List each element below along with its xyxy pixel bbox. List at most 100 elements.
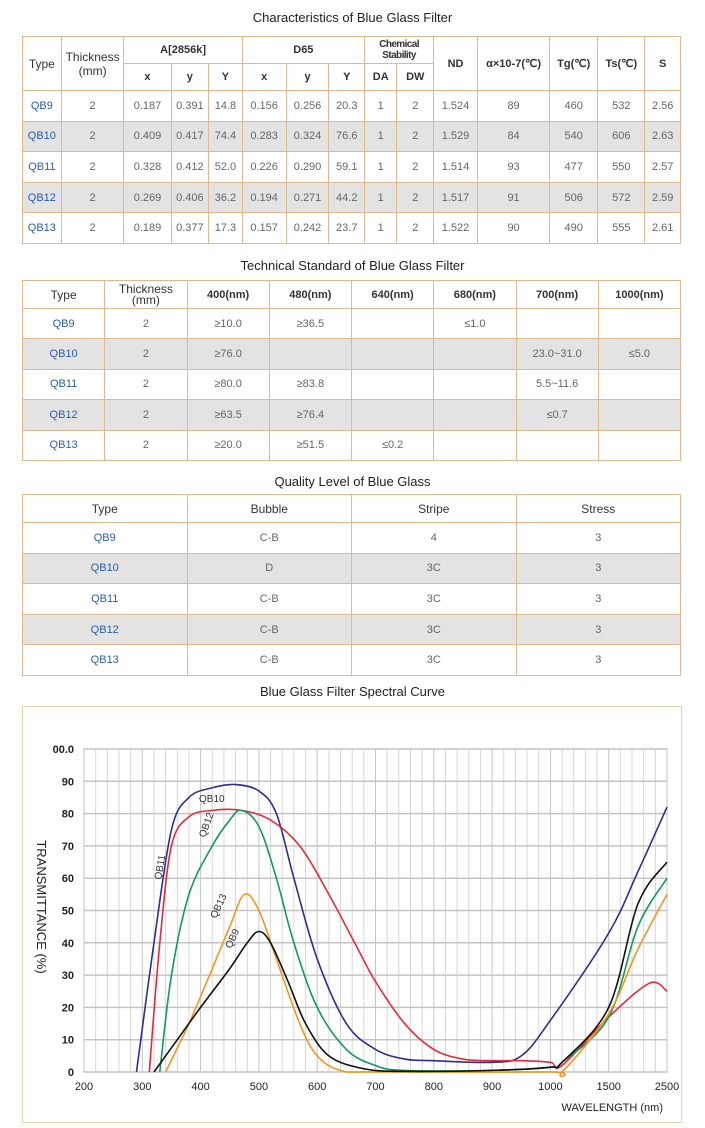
series-line-qb13 bbox=[164, 893, 668, 1078]
x-tick-label: 900 bbox=[483, 1081, 501, 1093]
table-row: QB9 2 0.187 0.391 14.8 0.156 0.256 20.3 1 2 1.524 8… bbox=[22, 90, 681, 122]
table-row: QB11 2 ≥80.0 ≥83.8 5.5~11.6 bbox=[21, 368, 682, 401]
table-cell bbox=[515, 429, 599, 462]
table-cell: 1.524 bbox=[433, 90, 478, 122]
table-cell: ≥36.5 bbox=[268, 307, 353, 340]
table-cell: 84 bbox=[476, 120, 551, 153]
table-cell: C-B bbox=[186, 583, 352, 615]
table-cell: 2 bbox=[396, 120, 435, 153]
header-s: S bbox=[644, 36, 681, 91]
table-cell: ≤0.2 bbox=[350, 429, 435, 462]
characteristics-title: Characteristics of Blue Glass Filter bbox=[252, 10, 453, 25]
table-cell: 3C bbox=[351, 583, 517, 615]
header-d65-Y: Y bbox=[328, 63, 366, 91]
header-cell: Type bbox=[22, 494, 188, 523]
table-cell: 2.59 bbox=[644, 181, 681, 214]
table-cell: 0.187 bbox=[123, 90, 172, 122]
table-cell: 0.157 bbox=[241, 212, 287, 244]
table-cell: 1.514 bbox=[433, 151, 478, 183]
header-cell: Stripe bbox=[351, 494, 517, 523]
table-cell bbox=[433, 368, 517, 401]
table-cell: 3C bbox=[351, 552, 517, 585]
table-cell: 14.8 bbox=[208, 90, 243, 122]
table-cell: 0.412 bbox=[170, 151, 210, 183]
type-link[interactable]: QB10 bbox=[21, 338, 106, 370]
type-link[interactable]: QB12 bbox=[22, 181, 62, 214]
x-axis-label: WAVELENGTH (nm) bbox=[562, 1102, 663, 1114]
table-cell: 477 bbox=[549, 151, 599, 183]
table-cell bbox=[433, 338, 517, 370]
table-cell: C-B bbox=[186, 613, 352, 646]
table-cell: 1 bbox=[364, 90, 398, 122]
table-cell: C-B bbox=[186, 522, 352, 554]
spectral-chart: 200 300 400 500 600 700 800 900 1000 1500 2500 0 10 2… bbox=[22, 706, 682, 1123]
type-link[interactable]: QB10 bbox=[22, 120, 62, 153]
table-cell bbox=[350, 338, 435, 370]
table-row: QB10 D 3C 3 bbox=[22, 552, 681, 585]
header-a-Y: Y bbox=[208, 63, 243, 91]
table-cell bbox=[350, 307, 435, 340]
type-link[interactable]: QB9 bbox=[22, 90, 62, 122]
table-cell: 0.226 bbox=[241, 151, 287, 183]
table-cell: 2 bbox=[104, 338, 188, 370]
table-cell bbox=[597, 399, 682, 431]
table-cell: ≤1.0 bbox=[433, 307, 517, 340]
table-row: QB13 2 0.189 0.377 17.3 0.157 0.242 23.7 1 2 1.522… bbox=[22, 212, 681, 244]
table-cell bbox=[515, 307, 599, 340]
table-row: QB10 2 ≥76.0 23.0~31.0 ≤5.0 bbox=[21, 338, 682, 370]
type-link[interactable]: QB11 bbox=[22, 151, 62, 183]
type-link[interactable]: QB11 bbox=[22, 583, 188, 615]
table-cell: ≥76.4 bbox=[268, 399, 353, 431]
table-row: QB12 2 0.269 0.406 36.2 0.194 0.271 44.2 1 2 1.517… bbox=[22, 181, 681, 214]
header-tg: Tg(℃) bbox=[549, 36, 599, 91]
table-cell: 0.409 bbox=[123, 120, 172, 153]
table-cell: ≥10.0 bbox=[186, 307, 270, 340]
table-cell: 5.5~11.6 bbox=[515, 368, 599, 401]
header-cell: 680(nm) bbox=[433, 280, 517, 309]
table-cell: 2 bbox=[104, 429, 188, 462]
table-cell: 3C bbox=[351, 613, 517, 646]
table-row: QB11 C-B 3C 3 bbox=[22, 583, 681, 615]
type-link[interactable]: QB9 bbox=[22, 522, 188, 554]
type-link[interactable]: QB11 bbox=[21, 368, 106, 401]
table-cell: 2 bbox=[60, 151, 125, 183]
table-row: QB9 2 ≥10.0 ≥36.5 ≤1.0 bbox=[21, 307, 682, 340]
table-cell: D bbox=[186, 552, 352, 585]
table-cell: 0.417 bbox=[170, 120, 210, 153]
table-cell: 89 bbox=[476, 90, 551, 122]
y-tick-label: 30 bbox=[62, 970, 74, 982]
table-cell: 1.517 bbox=[433, 181, 478, 214]
y-axis-label: TRANSMITTANCE (%) bbox=[34, 840, 49, 973]
table-cell: 2 bbox=[104, 368, 188, 401]
table-cell: 0.156 bbox=[241, 90, 287, 122]
header-a2856k: A[2856k] bbox=[123, 36, 243, 64]
type-link[interactable]: QB9 bbox=[21, 307, 106, 340]
type-link[interactable]: QB12 bbox=[21, 399, 106, 431]
table-cell: 2 bbox=[396, 181, 435, 214]
table-row: QB9 C-B 4 3 bbox=[22, 522, 681, 554]
table-cell: 555 bbox=[597, 212, 646, 244]
table-cell bbox=[597, 307, 682, 340]
table-row: QB13 2 ≥20.0 ≥51.5 ≤0.2 bbox=[21, 429, 682, 462]
table-cell: 36.2 bbox=[208, 181, 243, 214]
header-cell: 1000(nm) bbox=[597, 280, 682, 309]
y-tick-label: 50 bbox=[62, 906, 74, 918]
type-link[interactable]: QB12 bbox=[22, 613, 188, 646]
table-cell: ≥63.5 bbox=[186, 399, 270, 431]
x-tick-label: 700 bbox=[366, 1081, 384, 1093]
type-link[interactable]: QB13 bbox=[22, 644, 188, 676]
header-a-x: x bbox=[123, 63, 172, 91]
type-link[interactable]: QB10 bbox=[22, 552, 188, 585]
y-tick-label: 70 bbox=[62, 841, 74, 853]
table-cell: 2 bbox=[396, 151, 435, 183]
type-link[interactable]: QB13 bbox=[22, 212, 62, 244]
table-row: QB11 2 0.328 0.412 52.0 0.226 0.290 59.1 1 2 1.514… bbox=[22, 151, 681, 183]
table-cell: ≥83.8 bbox=[268, 368, 353, 401]
x-tick-label: 1000 bbox=[538, 1081, 562, 1093]
characteristics-table: Type Thickness (mm) A[2856k] D65 Chemica… bbox=[22, 36, 681, 244]
type-link[interactable]: QB13 bbox=[21, 429, 106, 462]
table-cell: 3C bbox=[351, 644, 517, 676]
y-tick-label: 90 bbox=[62, 776, 74, 788]
table-cell: 44.2 bbox=[328, 181, 366, 214]
table-cell: 2.56 bbox=[644, 90, 681, 122]
